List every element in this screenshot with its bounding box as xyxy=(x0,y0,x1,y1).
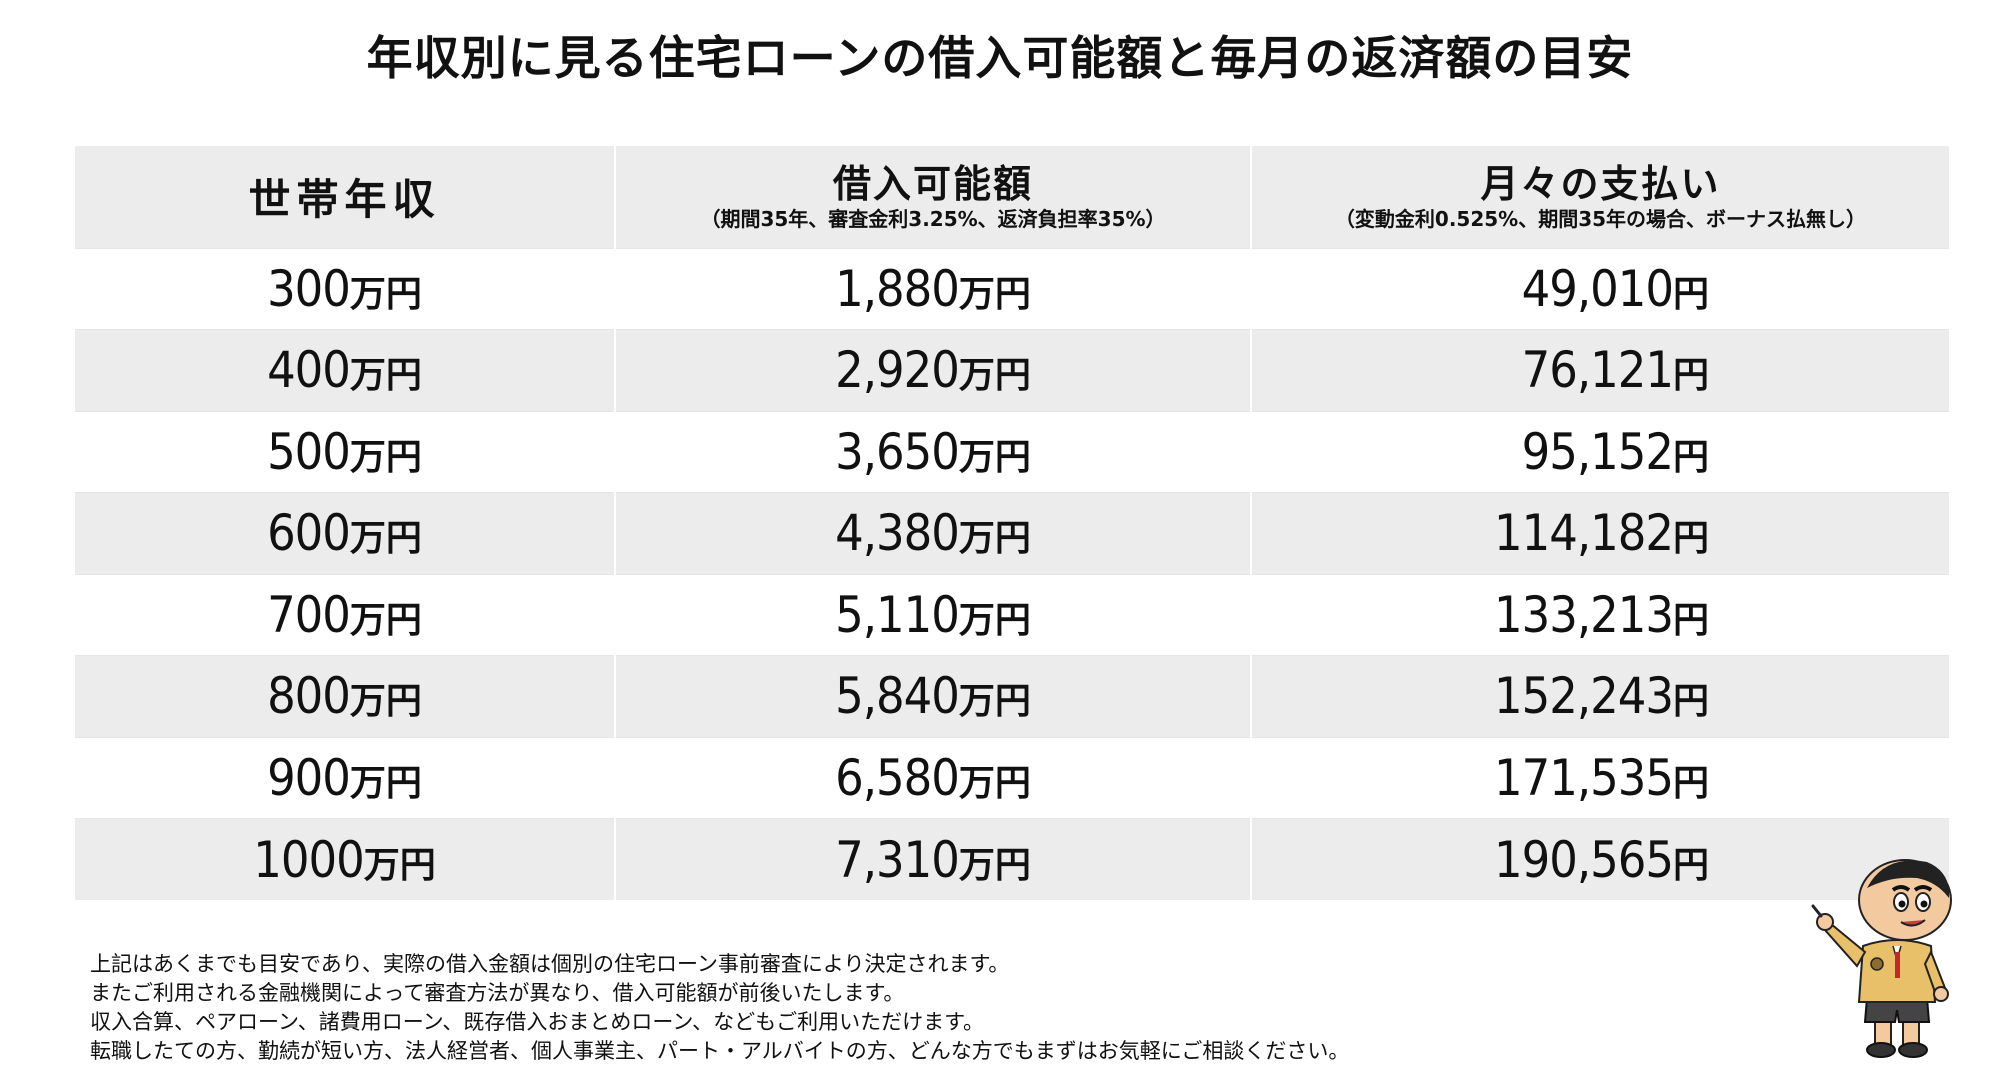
loan-cell-value: 7,310 xyxy=(835,830,960,889)
income-cell: 900万円 xyxy=(75,737,616,819)
header-income: 世帯年収 xyxy=(75,146,616,248)
loan-table: 世帯年収 借入可能額 （期間35年、審査金利3.25%、返済負担率35%） 月々… xyxy=(75,146,1949,900)
monthly-cell-value: 133,213 xyxy=(1494,585,1674,644)
income-cell-value: 400 xyxy=(267,341,351,400)
loan-cell: 5,840万円 xyxy=(615,655,1252,737)
monthly-cell-value: 171,535 xyxy=(1494,748,1674,807)
monthly-cell: 76,121円 xyxy=(1251,330,1949,412)
footnotes: 上記はあくまでも目安であり、実際の借入金額は個別の住宅ローン事前審査により決定さ… xyxy=(90,950,1349,1066)
loan-cell: 5,110万円 xyxy=(615,574,1252,656)
loan-cell-value: 1,880 xyxy=(835,259,960,318)
income-cell: 400万円 xyxy=(75,329,616,411)
monthly-cell-unit: 円 xyxy=(1672,518,1709,560)
income-cell-unit: 万円 xyxy=(349,436,422,478)
income-cell-unit: 万円 xyxy=(363,844,436,886)
monthly-cell-value: 76,121 xyxy=(1521,341,1674,400)
loan-cell-value: 4,380 xyxy=(835,504,960,563)
loan-cell: 4,380万円 xyxy=(615,492,1252,574)
monthly-cell-value: 49,010 xyxy=(1521,259,1674,318)
footnote-line: 収入合算、ペアローン、諸費用ローン、既存借入おまとめローン、などもご利用いただけ… xyxy=(90,1010,984,1034)
monthly-cell-unit: 円 xyxy=(1672,436,1709,478)
loan-cell: 6,580万円 xyxy=(615,737,1252,819)
loan-cell-value: 2,920 xyxy=(835,341,960,400)
monthly-cell: 133,213円 xyxy=(1251,574,1949,656)
header-loan: 借入可能額 （期間35年、審査金利3.25%、返済負担率35%） xyxy=(615,146,1252,248)
loan-cell-unit: 万円 xyxy=(958,436,1031,478)
loan-cell-value: 5,110 xyxy=(835,585,960,644)
table-header-row: 世帯年収 借入可能額 （期間35年、審査金利3.25%、返済負担率35%） 月々… xyxy=(75,146,1949,248)
income-cell: 600万円 xyxy=(75,492,616,574)
income-cell-value: 600 xyxy=(267,504,351,563)
header-monthly-note: （変動金利0.525%、期間35年の場合、ボーナス払無し） xyxy=(1334,206,1867,231)
loan-cell-unit: 万円 xyxy=(958,518,1031,560)
table-row: 800万円 5,840万円 152,243円 xyxy=(75,655,1949,738)
header-monthly-label: 月々の支払い xyxy=(1480,161,1721,206)
monthly-cell: 152,243円 xyxy=(1251,656,1949,738)
monthly-cell: 114,182円 xyxy=(1251,493,1949,575)
income-cell: 500万円 xyxy=(75,411,616,493)
income-cell-unit: 万円 xyxy=(349,599,422,641)
loan-cell-unit: 万円 xyxy=(958,762,1031,804)
income-cell-value: 700 xyxy=(267,585,351,644)
monthly-cell-unit: 円 xyxy=(1672,762,1709,804)
monthly-cell-value: 190,565 xyxy=(1494,830,1674,889)
income-cell: 1000万円 xyxy=(75,818,616,900)
income-cell-value: 300 xyxy=(267,259,351,318)
monthly-cell: 190,565円 xyxy=(1251,819,1949,901)
header-loan-note: （期間35年、審査金利3.25%、返済負担率35%） xyxy=(700,206,1166,231)
loan-cell-unit: 万円 xyxy=(958,844,1031,886)
income-cell-unit: 万円 xyxy=(349,355,422,397)
income-cell-unit: 万円 xyxy=(349,518,422,560)
loan-cell-value: 3,650 xyxy=(835,422,960,481)
monthly-cell: 49,010円 xyxy=(1251,248,1949,330)
page-title: 年収別に見る住宅ローンの借入可能額と毎月の返済額の目安 xyxy=(366,31,1634,85)
income-cell-unit: 万円 xyxy=(349,273,422,315)
table-row: 500万円 3,650万円 95,152円 xyxy=(75,411,1949,493)
loan-cell: 1,880万円 xyxy=(615,248,1252,330)
income-cell-unit: 万円 xyxy=(349,681,422,723)
monthly-cell-value: 95,152 xyxy=(1521,422,1674,481)
table-row: 600万円 4,380万円 114,182円 xyxy=(75,492,1949,575)
monthly-cell-value: 152,243 xyxy=(1494,667,1674,726)
loan-cell-value: 5,840 xyxy=(835,667,960,726)
monthly-cell-value: 114,182 xyxy=(1494,504,1674,563)
income-cell-value: 1000 xyxy=(253,830,364,889)
footnote-line: またご利用される金融機関によって審査方法が異なり、借入可能額が前後いたします。 xyxy=(90,981,905,1005)
income-cell: 300万円 xyxy=(75,248,616,330)
loan-cell-unit: 万円 xyxy=(958,681,1031,723)
table-row: 300万円 1,880万円 49,010円 xyxy=(75,248,1949,330)
monthly-cell: 95,152円 xyxy=(1251,411,1949,493)
monthly-cell-unit: 円 xyxy=(1672,681,1709,723)
footnote-line: 上記はあくまでも目安であり、実際の借入金額は個別の住宅ローン事前審査により決定さ… xyxy=(90,952,1010,976)
monthly-cell-unit: 円 xyxy=(1672,273,1709,315)
income-cell-unit: 万円 xyxy=(349,762,422,804)
loan-cell-unit: 万円 xyxy=(958,599,1031,641)
loan-cell: 7,310万円 xyxy=(615,818,1252,900)
header-loan-label: 借入可能額 xyxy=(832,161,1033,206)
table-row: 1000万円 7,310万円 190,565円 xyxy=(75,818,1949,901)
header-income-label: 世帯年収 xyxy=(248,175,441,225)
header-monthly: 月々の支払い （変動金利0.525%、期間35年の場合、ボーナス払無し） xyxy=(1251,146,1949,248)
loan-cell-value: 6,580 xyxy=(835,748,960,807)
income-cell: 700万円 xyxy=(75,574,616,656)
income-cell-value: 500 xyxy=(267,422,351,481)
monthly-cell-unit: 円 xyxy=(1672,355,1709,397)
income-cell-value: 900 xyxy=(267,748,351,807)
monthly-cell-unit: 円 xyxy=(1672,844,1709,886)
mascot-character-icon xyxy=(1811,859,1952,1058)
loan-cell: 3,650万円 xyxy=(615,411,1252,493)
loan-cell-unit: 万円 xyxy=(958,273,1031,315)
loan-cell: 2,920万円 xyxy=(615,329,1252,411)
income-cell-value: 800 xyxy=(267,667,351,726)
income-cell: 800万円 xyxy=(75,655,616,737)
table-row: 400万円 2,920万円 76,121円 xyxy=(75,329,1949,412)
table-row: 900万円 6,580万円 171,535円 xyxy=(75,737,1949,819)
loan-cell-unit: 万円 xyxy=(958,355,1031,397)
monthly-cell: 171,535円 xyxy=(1251,737,1949,819)
footnote-line: 転職したての方、勤続が短い方、法人経営者、個人事業主、パート・アルバイトの方、ど… xyxy=(90,1039,1350,1063)
table-row: 700万円 5,110万円 133,213円 xyxy=(75,574,1949,656)
monthly-cell-unit: 円 xyxy=(1672,599,1709,641)
